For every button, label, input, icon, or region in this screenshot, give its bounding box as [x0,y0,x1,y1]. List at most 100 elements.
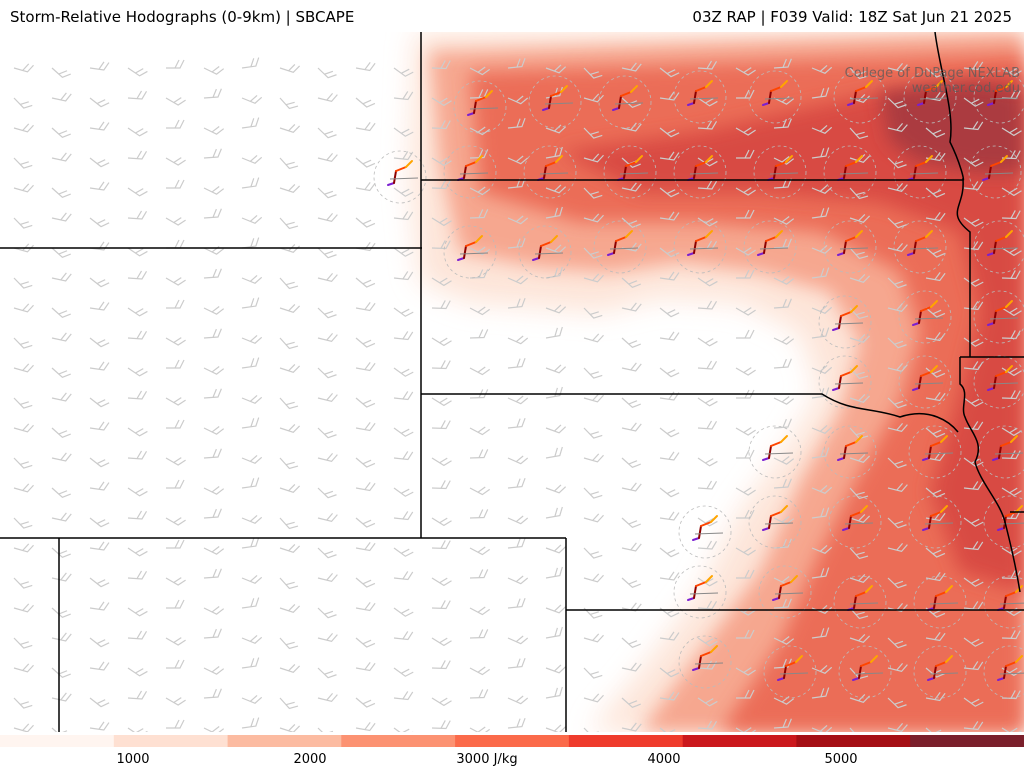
wind-barb [13,517,33,529]
wind-barb [393,691,414,701]
wind-barb [51,452,72,462]
wind-barb [165,637,186,646]
wind-barb [659,691,680,701]
wind-barb [469,329,489,339]
wind-barb [811,365,833,374]
wind-barb [241,155,263,164]
hodograph-segment [987,102,995,106]
wind-barb [203,66,225,75]
wind-barb [165,97,186,106]
wind-barb [51,727,71,732]
wind-barb [393,367,414,377]
storm-motion-arrow [924,522,954,525]
wind-barb [127,690,148,700]
wind-barb [13,303,34,313]
wind-barb [165,517,186,526]
hodograph-segment [853,90,857,104]
wind-barb [811,125,833,134]
storm-motion-arrow [929,602,959,605]
wind-barb [659,151,680,161]
wind-barb [773,636,795,645]
wind-barb [279,457,299,470]
wind-barb [13,603,34,613]
wind-barb [89,181,110,191]
wind-barb [279,363,301,374]
wind-barb [1001,390,1021,400]
map-svg [0,32,1024,732]
wind-barb [355,97,376,108]
hodograph-segment [920,306,932,312]
wind-barb [431,157,452,167]
hodograph-segment [695,161,707,167]
storm-motion-arrow [989,247,1019,250]
wind-barb [659,727,680,732]
wind-barb [735,667,756,676]
wind-barb [659,631,680,641]
wind-barb [127,390,148,400]
wind-barb [545,304,567,314]
wind-barb [431,397,452,407]
wind-barb [659,451,680,461]
wind-barb [51,392,72,402]
hodograph-segment [620,91,632,97]
wind-barb [887,97,907,109]
colorbar-label-4000: 4000 [647,752,681,767]
hodograph-segment [545,161,557,167]
wind-barb [507,455,529,465]
map-panel[interactable]: College of DuPage NEXLAB weather.cod.edu [0,32,1024,732]
wind-barb [583,67,603,79]
storm-motion-arrow [834,322,864,325]
wind-barb [355,517,376,528]
wind-barb [13,697,33,709]
hodograph-ring [903,70,957,124]
wind-barb [659,247,680,258]
wind-barb [89,661,110,671]
wind-barb [507,57,526,69]
hodograph-segment [993,310,997,324]
hodograph-segment [625,230,633,238]
hodograph-segment [538,245,542,259]
wind-barb [583,427,603,439]
wind-barb [166,539,185,549]
hodograph-segment [1005,661,1017,667]
wind-barb [925,127,946,138]
wind-barb [203,388,222,399]
wind-barb [583,273,604,283]
wind-barb [849,367,869,380]
storm-motion-arrow [854,672,884,675]
hodograph-segment [993,90,997,104]
wind-barb [13,577,33,589]
wind-barb [241,417,260,429]
wind-barb [773,418,792,429]
storm-motion-arrow [689,97,719,100]
hodograph-segment [485,90,493,98]
hodograph-segment [933,595,937,609]
hodograph-segment [613,240,617,254]
wind-barb [13,277,33,289]
wind-barb [1001,247,1022,257]
wind-barb [317,487,337,499]
wind-barb [583,393,604,403]
wind-barb [393,487,414,497]
hodograph-segment [705,80,713,88]
wind-barb [545,626,563,639]
wind-barb [811,507,830,519]
hodograph-segment [465,241,477,247]
wind-barb [849,393,871,404]
run-valid-time: 03Z RAP | F039 Valid: 18Z Sat Jun 21 202… [692,8,1012,26]
wind-barb [849,273,871,284]
wind-barb [621,482,642,492]
wind-barb [773,336,795,345]
wind-barb [51,307,71,319]
wind-barb [545,424,567,434]
wind-barb [887,397,907,409]
hodograph-segment [710,645,718,653]
wind-barb [241,657,260,669]
wind-barb [849,573,871,584]
hodograph-segment [837,252,845,256]
wind-barb [621,697,641,709]
wind-barb [431,600,451,610]
wind-barb [317,607,337,619]
wind-barb [203,448,222,459]
hodograph-segment [933,665,937,679]
